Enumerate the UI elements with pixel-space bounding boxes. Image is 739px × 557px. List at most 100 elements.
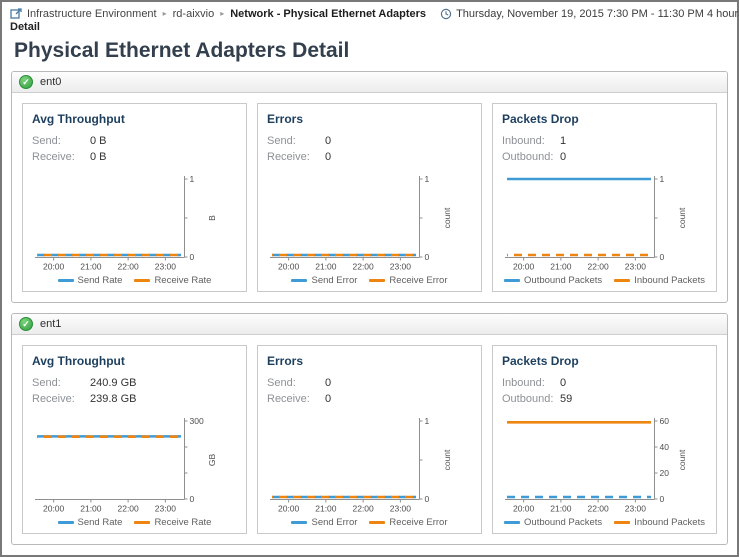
svg-text:20:00: 20:00	[513, 504, 535, 514]
legend-label: Receive Error	[389, 517, 448, 528]
legend-label: Outbound Packets	[524, 517, 603, 528]
legend-item: Send Error	[291, 517, 357, 528]
card-errors: Errors Send: 0 Receive: 0 1 0 count 20:00 21…	[257, 345, 482, 534]
page-title: Physical Ethernet Adapters Detail	[14, 39, 350, 62]
breadcrumb-separator-icon: ▸	[220, 9, 225, 18]
svg-text:0: 0	[425, 494, 430, 504]
card-title: Packets Drop	[502, 112, 579, 126]
stat-value: 0	[560, 151, 567, 163]
stat-row-send: Send: 0	[267, 133, 472, 149]
stat-label: Receive:	[32, 393, 75, 405]
svg-text:B: B	[207, 215, 217, 221]
stat-value: 0	[325, 151, 332, 163]
panel-header-ent0[interactable]: ✓ ent0	[12, 72, 727, 93]
card-packets-drop: Packets Drop Inbound: 0 Outbound: 59 60 4…	[492, 345, 717, 534]
errors-chart[interactable]: 1 0 count 20:00 21:00 22:00 23:00	[267, 171, 472, 273]
stat-row-send: Send: 0 B	[32, 133, 237, 149]
svg-text:1: 1	[660, 174, 665, 184]
top-toolbar: Infrastructure Environment ▸ rd-aixvio ▸…	[2, 2, 739, 20]
legend-label: Receive Rate	[154, 517, 212, 528]
legend-label: Outbound Packets	[524, 275, 603, 286]
breadcrumb-detail-label: Detail	[10, 21, 40, 33]
svg-text:21:00: 21:00	[315, 504, 337, 514]
errors-chart[interactable]: 1 0 count 20:00 21:00 22:00 23:00	[267, 413, 472, 515]
time-range-selector[interactable]: Thursday, November 19, 2015 7:30 PM - 11…	[440, 8, 739, 20]
svg-text:20:00: 20:00	[43, 504, 65, 514]
card-packets-drop: Packets Drop Inbound: 1 Outbound: 0 1 0 co…	[492, 103, 717, 292]
breadcrumb-separator-icon: ▸	[162, 9, 167, 18]
stat-row-receive: Receive: 239.8 GB	[32, 391, 237, 407]
adapter-name: ent0	[40, 76, 62, 88]
dashboard-action-icon[interactable]	[10, 7, 23, 20]
svg-text:60: 60	[660, 416, 670, 426]
legend-item: Receive Rate	[134, 275, 211, 286]
legend-item: Inbound Packets	[614, 517, 705, 528]
panel-header-ent1[interactable]: ✓ ent1	[12, 314, 727, 335]
card-title: Avg Throughput	[32, 354, 125, 368]
panels-container: ✓ ent0 Avg Throughput Send: 0 B Receive:…	[2, 71, 737, 545]
legend-label: Send Rate	[77, 517, 123, 528]
svg-text:20:00: 20:00	[278, 504, 300, 514]
chart-legend: Outbound Packets Inbound Packets	[502, 275, 707, 286]
svg-text:21:00: 21:00	[80, 504, 102, 514]
stat-value: 0	[325, 393, 332, 405]
legend-swatch	[614, 279, 631, 282]
stat-value: 59	[560, 393, 573, 405]
svg-text:GB: GB	[207, 454, 217, 467]
stat-value: 0 B	[90, 135, 107, 147]
card-avg-throughput: Avg Throughput Send: 240.9 GB Receive: 2…	[22, 345, 247, 534]
packets-drop-chart[interactable]: 1 0 count 20:00 21:00 22:00 23:00	[502, 171, 707, 273]
clock-icon	[440, 8, 452, 19]
svg-text:0: 0	[190, 494, 195, 504]
stat-label: Receive:	[32, 151, 75, 163]
legend-item: Receive Error	[369, 517, 448, 528]
packets-drop-chart[interactable]: 60 40 20 0 count 20:00 21:00 22:00 23:00	[502, 413, 707, 515]
card-title: Packets Drop	[502, 354, 579, 368]
legend-label: Receive Rate	[154, 275, 212, 286]
breadcrumb-item-infrastructure-environment[interactable]: Infrastructure Environment	[27, 7, 157, 20]
stat-label: Inbound:	[502, 135, 545, 147]
svg-text:40: 40	[660, 442, 670, 452]
throughput-chart[interactable]: 1 0 B 20:00 21:00 22:00 23:00	[32, 171, 237, 273]
svg-text:1: 1	[425, 416, 430, 426]
svg-text:0: 0	[660, 252, 665, 262]
adapter-panel-ent0: ✓ ent0 Avg Throughput Send: 0 B Receive:…	[11, 71, 728, 303]
svg-text:1: 1	[190, 174, 195, 184]
card-title: Errors	[267, 354, 304, 368]
legend-swatch	[57, 279, 74, 282]
breadcrumb-item-host[interactable]: rd-aixvio	[172, 7, 215, 20]
svg-text:0: 0	[190, 252, 195, 262]
chart-legend: Send Rate Receive Rate	[32, 517, 237, 528]
card-title: Avg Throughput	[32, 112, 125, 126]
legend-label: Inbound Packets	[634, 275, 705, 286]
stat-label: Receive:	[267, 151, 310, 163]
svg-text:21:00: 21:00	[550, 504, 572, 514]
svg-text:300: 300	[190, 416, 204, 426]
stat-row-outbound: Outbound: 0	[502, 149, 707, 165]
svg-text:count: count	[442, 207, 452, 228]
stat-row-inbound: Inbound: 0	[502, 375, 707, 391]
legend-swatch	[134, 521, 151, 524]
legend-item: Receive Rate	[134, 517, 211, 528]
stat-label: Outbound:	[502, 393, 554, 405]
svg-text:20:00: 20:00	[513, 262, 535, 272]
throughput-chart[interactable]: 300 0 GB 20:00 21:00 22:00 23:00	[32, 413, 237, 515]
legend-item: Outbound Packets	[504, 275, 602, 286]
stat-value: 0	[325, 135, 332, 147]
legend-label: Send Error	[311, 275, 358, 286]
stat-row-inbound: Inbound: 1	[502, 133, 707, 149]
breadcrumb-item-current-page: Network - Physical Ethernet Adapters	[230, 7, 427, 20]
svg-text:22:00: 22:00	[587, 262, 609, 272]
stat-label: Inbound:	[502, 377, 545, 389]
svg-text:22:00: 22:00	[117, 504, 139, 514]
stat-row-send: Send: 240.9 GB	[32, 375, 237, 391]
legend-item: Send Error	[291, 275, 357, 286]
stat-row-send: Send: 0	[267, 375, 472, 391]
legend-item: Inbound Packets	[614, 275, 705, 286]
svg-text:count: count	[442, 449, 452, 470]
legend-label: Send Rate	[77, 275, 123, 286]
card-title: Errors	[267, 112, 304, 126]
stat-value: 240.9 GB	[90, 377, 137, 389]
status-ok-icon: ✓	[19, 75, 33, 89]
svg-text:21:00: 21:00	[550, 262, 572, 272]
